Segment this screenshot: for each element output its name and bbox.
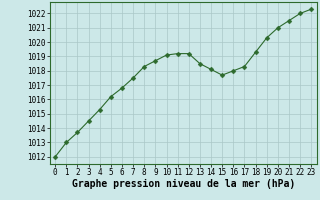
X-axis label: Graphe pression niveau de la mer (hPa): Graphe pression niveau de la mer (hPa) xyxy=(72,179,295,189)
